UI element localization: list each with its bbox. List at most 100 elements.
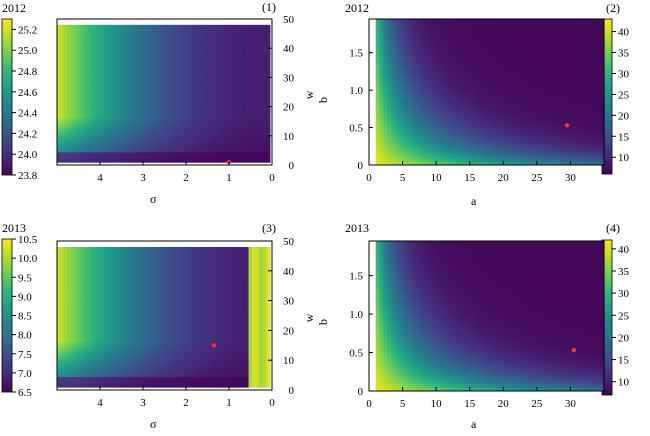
heatmap-cell [71,76,75,80]
heatmap-cell [146,52,150,56]
heatmap-cell [425,81,429,85]
heatmap-cell [71,73,75,77]
heatmap-cell [490,23,494,27]
heatmap-cell [532,114,536,118]
heatmap-cell [475,77,479,81]
heatmap-cell [224,111,228,115]
heatmap-cell [433,45,437,49]
heatmap-cell [532,66,536,70]
heatmap-cell [505,118,509,122]
heatmap-cell [490,45,494,49]
heatmap-cell [174,80,178,84]
heatmap-cell [192,90,196,94]
heatmap-cell [263,93,267,97]
heatmap-cell [227,59,231,63]
heatmap-cell [128,152,132,156]
heatmap-cell [153,35,157,39]
heatmap-cell [391,77,395,81]
heatmap-cell [509,52,513,56]
heatmap-cell [490,41,494,45]
heatmap-cell [577,118,581,122]
heatmap-cell [241,80,245,84]
heatmap-cell [437,88,441,92]
heatmap-cell [471,118,475,122]
heatmap-cell [494,103,498,107]
heatmap-cell [61,320,65,324]
heatmap-cell [574,26,578,30]
heatmap-cell [195,152,199,156]
heatmap-cell [429,52,433,56]
heatmap-cell [82,135,86,139]
heatmap-cell [539,23,543,27]
heatmap-cell [520,52,524,56]
heatmap-cell [486,129,490,133]
heatmap-cell [566,132,570,136]
heatmap-cell [132,63,136,67]
heatmap-cell [256,145,260,149]
heatmap-cell [188,93,192,97]
heatmap-cell [399,96,403,100]
heatmap-cell [252,152,256,156]
heatmap-cell [64,359,68,363]
heatmap-cell [562,158,566,162]
heatmap-cell [513,26,517,30]
heatmap-cell [516,110,520,114]
heatmap-cell [551,41,555,45]
heatmap-cell [543,110,547,114]
heatmap-cell [64,155,68,159]
heatmap-cell [555,63,559,67]
heatmap-cell [266,63,270,67]
heatmap-cell [414,59,418,63]
heatmap-cell [475,74,479,78]
heatmap-cell [160,73,164,77]
heatmap-cell [551,136,555,140]
heatmap-cell [153,159,157,163]
heatmap-cell [75,93,79,97]
heatmap-cell [452,107,456,111]
heatmap-cell [163,35,167,39]
heatmap-cell [555,41,559,45]
heatmap-cell [71,155,75,159]
heatmap-cell [185,100,189,104]
heatmap-cell [376,41,380,45]
heatmap-cell [61,117,65,121]
heatmap-cell [497,37,501,41]
heatmap-cell [259,135,263,139]
heatmap-cell [433,66,437,70]
heatmap-cell [433,132,437,136]
heatmap-cell [188,104,192,108]
heatmap-cell [596,23,600,27]
heatmap-cell [566,139,570,143]
heatmap-cell [64,76,68,80]
heatmap-cell [459,96,463,100]
heatmap-cell [231,66,235,70]
heatmap-cell [139,145,143,149]
heatmap-cell [555,23,559,27]
heatmap-cell [128,100,132,104]
heatmap-cell [89,107,93,111]
heatmap-cell [391,81,395,85]
heatmap-cell [121,104,125,108]
heatmap-cell [536,154,540,158]
heatmap-cell [217,131,221,135]
heatmap-cell [71,114,75,118]
heatmap-cell [387,132,391,136]
heatmap-cell [57,145,61,149]
heatmap-cell [149,56,153,60]
heatmap-cell [132,155,136,159]
heatmap-cell [425,19,429,23]
heatmap-cell [266,114,270,118]
heatmap-cell [224,117,228,121]
heatmap-cell [482,129,486,133]
heatmap-cell [482,56,486,60]
heatmap-cell [185,93,189,97]
heatmap-cell [589,74,593,78]
heatmap-cell [448,96,452,100]
heatmap-cell [220,83,224,87]
heatmap-cell [78,32,82,36]
heatmap-cell [555,110,559,114]
heatmap-cell [142,152,146,156]
heatmap-cell [227,114,231,118]
heatmap-cell [121,56,125,60]
heatmap-cell [163,152,167,156]
